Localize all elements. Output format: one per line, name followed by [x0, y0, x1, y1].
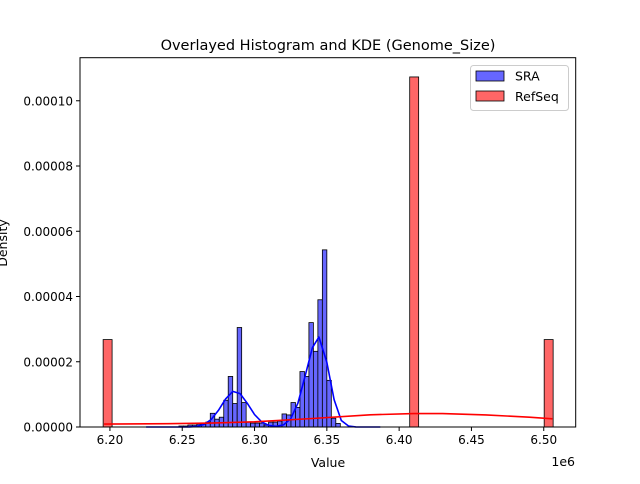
y-axis-ticks: 0.00000 0.00002 0.00004 0.00006 0.00008 0.000…: [23, 94, 80, 435]
bar-sra: [241, 402, 247, 428]
legend: SRA RefSeq: [470, 65, 569, 111]
legend-label-refseq: RefSeq: [515, 89, 559, 104]
bar-sra: [254, 422, 260, 428]
bar-sra: [321, 249, 328, 428]
bar-refseq: [543, 339, 554, 428]
bar-sra: [232, 403, 238, 428]
y-tick-label: 0.00010: [23, 94, 73, 108]
y-tick-label: 0.00004: [23, 290, 73, 304]
bar-sra: [236, 327, 243, 428]
bar-refseq: [409, 76, 420, 428]
x-tick-label: 6.20: [97, 433, 124, 447]
kde-layer: [104, 336, 553, 428]
y-tick-label: 0.00002: [23, 355, 73, 369]
x-tick-label: 6.25: [169, 433, 196, 447]
legend-label-sra: SRA: [515, 69, 540, 84]
x-tick-label: 6.40: [386, 433, 413, 447]
bar-sra: [317, 299, 323, 428]
kde-line-sra: [146, 336, 381, 428]
bar-sra: [227, 376, 234, 428]
bar-refseq: [102, 339, 113, 428]
bar-sra: [330, 417, 337, 428]
bars-layer: [102, 76, 554, 428]
bar-sra: [308, 322, 314, 428]
bar-sra: [259, 422, 265, 428]
bar-sra: [326, 379, 332, 428]
bar-sra: [335, 423, 341, 428]
x-axis-ticks: 6.20 6.25 6.30 6.35 6.40 6.45 6.50: [97, 427, 557, 447]
x-tick-label: 6.50: [530, 433, 557, 447]
legend-swatch-sra: [475, 70, 505, 82]
x-offset-label: 1e6: [551, 454, 575, 469]
y-axis-label: Density: [0, 219, 10, 267]
y-tick-label: 0.00006: [23, 225, 73, 239]
chart-title: Overlayed Histogram and KDE (Genome_Size…: [161, 38, 496, 54]
x-axis-label: Value: [311, 455, 346, 470]
bar-sra: [312, 350, 319, 428]
plot-frame: [79, 57, 577, 428]
y-tick-label: 0.00008: [23, 160, 73, 174]
x-tick-label: 6.30: [241, 433, 268, 447]
y-tick-label: 0.00000: [23, 421, 73, 435]
bar-sra: [295, 407, 301, 428]
bar-sra: [250, 422, 256, 428]
x-tick-label: 6.35: [313, 433, 340, 447]
legend-swatch-refseq: [475, 90, 505, 102]
bar-sra: [245, 421, 252, 428]
kde-line-refseq: [104, 412, 553, 425]
x-tick-label: 6.45: [458, 433, 485, 447]
